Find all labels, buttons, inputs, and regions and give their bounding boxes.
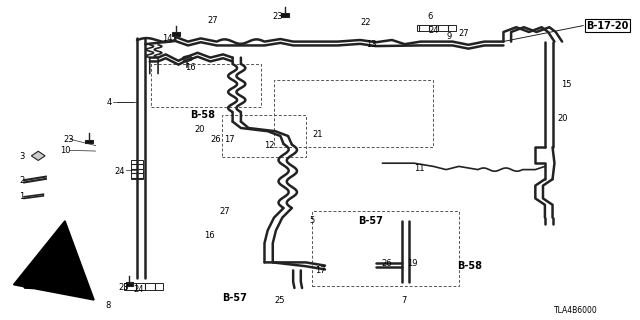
Text: 27: 27 (220, 207, 230, 216)
Text: B-17-20: B-17-20 (586, 20, 628, 31)
Text: 27: 27 (459, 29, 470, 38)
Text: B-57: B-57 (358, 216, 383, 226)
Text: 24: 24 (134, 285, 145, 294)
Text: 10: 10 (61, 146, 71, 155)
Bar (417, 25, 456, 31)
Text: 20: 20 (195, 125, 205, 134)
Text: 25: 25 (274, 296, 285, 305)
Text: 14: 14 (163, 34, 173, 43)
Text: 11: 11 (414, 164, 425, 172)
Text: 26: 26 (381, 260, 392, 268)
Text: 13: 13 (367, 40, 377, 49)
Text: 15: 15 (561, 80, 572, 89)
Text: 16: 16 (185, 63, 195, 72)
Text: 17: 17 (225, 135, 235, 144)
Text: 22: 22 (360, 18, 371, 27)
Bar (172, 32, 180, 36)
Text: 1: 1 (19, 192, 24, 201)
Text: 7: 7 (401, 296, 407, 305)
Text: 9: 9 (446, 32, 451, 41)
Text: 4: 4 (106, 98, 111, 107)
Text: 20: 20 (557, 114, 568, 123)
Text: 23: 23 (272, 12, 283, 21)
Bar (281, 13, 289, 17)
Text: 16: 16 (204, 231, 214, 240)
Text: 12: 12 (264, 141, 275, 150)
Text: 6: 6 (427, 12, 433, 20)
Text: TLA4B6000: TLA4B6000 (554, 306, 598, 315)
Bar (222, 115, 306, 157)
Text: 19: 19 (406, 260, 417, 268)
Bar (274, 80, 433, 147)
Bar (125, 282, 133, 286)
Text: 23: 23 (118, 283, 129, 292)
Text: 23: 23 (64, 135, 74, 144)
Text: 17: 17 (316, 266, 326, 275)
Text: 3: 3 (19, 152, 24, 161)
Text: 2: 2 (19, 176, 24, 185)
Bar (85, 140, 93, 143)
Bar (124, 283, 163, 290)
Text: B-57: B-57 (222, 293, 246, 303)
Text: 21: 21 (312, 130, 323, 139)
Text: 24: 24 (428, 26, 439, 35)
Text: FR.: FR. (38, 276, 55, 284)
Bar (131, 160, 143, 179)
Text: 5: 5 (309, 216, 314, 225)
Circle shape (182, 56, 193, 61)
Text: 8: 8 (105, 301, 111, 310)
Text: B-58: B-58 (458, 261, 483, 271)
Text: B-58: B-58 (190, 110, 215, 120)
Text: 24: 24 (115, 167, 125, 176)
Bar (151, 64, 261, 107)
Text: 26: 26 (211, 135, 221, 144)
Bar (312, 211, 459, 286)
Text: 27: 27 (207, 16, 218, 25)
Polygon shape (31, 151, 45, 160)
